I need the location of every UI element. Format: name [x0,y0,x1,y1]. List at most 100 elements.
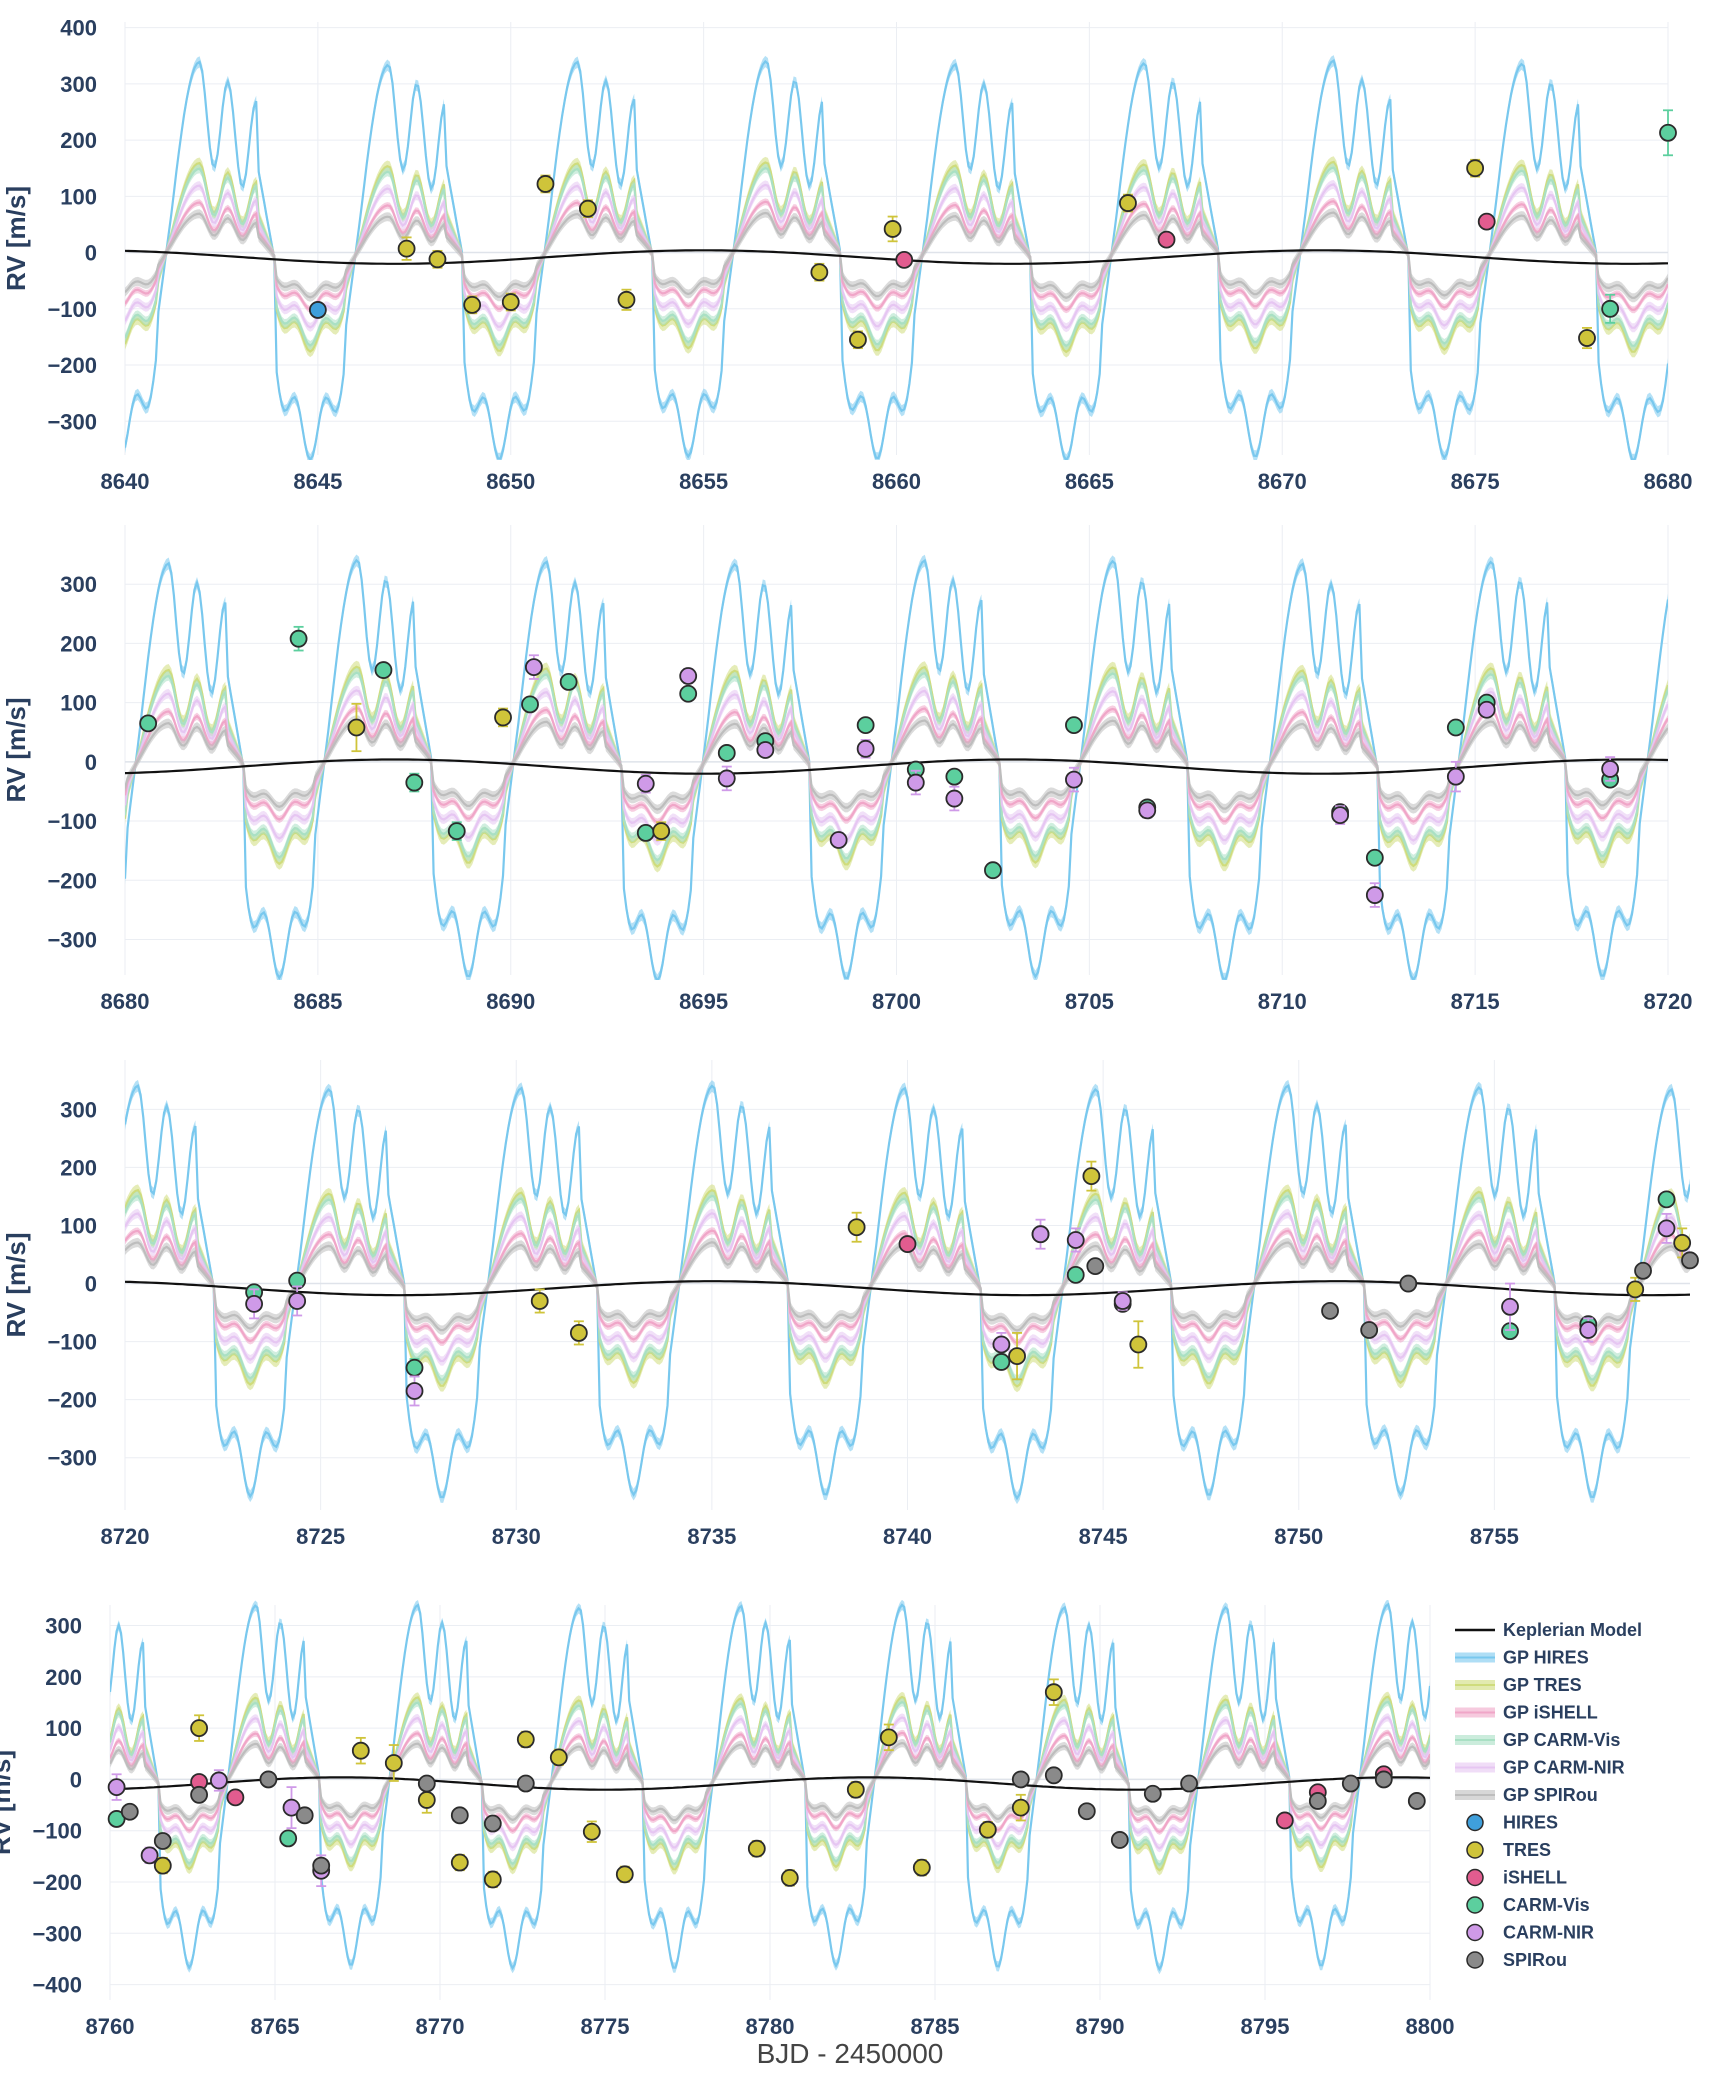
rv-point-tres [190,1719,209,1738]
legend-marker-swatch [1466,1896,1484,1914]
gp-mean-line [125,183,1668,330]
x-tick-label: 8680 [101,989,150,1014]
x-tick-label: 8765 [251,2014,300,2039]
rv-point-tres [849,330,867,349]
y-tick-label: −300 [32,1921,82,1946]
rv-point-tres [747,1839,766,1858]
rv-point-ishell [1157,230,1176,249]
rv-point-carm-nir [1065,770,1083,789]
rv-point-carm-nir [679,667,698,685]
rv-point-carm-nir [140,1846,159,1865]
rv-point-spirou [483,1814,502,1833]
gp-band [125,208,1668,303]
x-tick-label: 8690 [486,989,535,1014]
y-tick-label: 200 [60,631,97,656]
gp-mean-line [125,166,1668,348]
rv-point-tres [582,1822,601,1841]
x-tick-label: 8745 [1079,1524,1128,1549]
rv-point-spirou [190,1785,209,1804]
rv-point-carm-nir [1657,1219,1676,1238]
rv-point-carm-nir [245,1294,264,1313]
rv-point-carm-nir [992,1335,1011,1354]
rv-point-tres [347,718,366,737]
rv-point-spirou [1011,1770,1030,1789]
rv-point-tres [579,199,597,218]
rv-point-carm-vis [279,1829,298,1848]
rv-point-tres [617,290,636,309]
y-tick-label: −300 [47,927,97,952]
rv-point-tres [516,1730,535,1749]
x-tick-label: 8650 [486,469,535,494]
legend-item: GP CARM-Vis [1455,1730,1620,1750]
legend-item: TRES [1466,1840,1551,1860]
rv-point-tres [384,1754,403,1772]
x-tick-label: 8725 [296,1524,345,1549]
rv-point-carm-vis [1066,1265,1085,1284]
rv-point-carm-nir [856,739,875,758]
gp-mean-line [110,1731,1430,1834]
rv-point-carm-nir [1066,1231,1085,1249]
rv-point-spirou [1321,1301,1339,1320]
x-axis-title: BJD - 2450000 [757,2038,944,2069]
rv-point-carm-nir [1579,1321,1598,1339]
y-tick-label: −300 [47,409,97,434]
rv-point-carm-nir [282,1798,301,1817]
y-tick-label: −300 [47,1446,97,1471]
rv-point-tres [615,1865,634,1884]
rv-point-carm-nir [717,769,736,788]
rv-point-carm-nir [1365,886,1384,904]
y-tick-label: −200 [47,868,97,893]
x-tick-label: 8780 [746,2014,795,2039]
rv-point-spirou [1634,1261,1652,1280]
rv-point-carm-vis [405,1358,424,1377]
rv-point-tres [1011,1798,1030,1817]
legend-label: GP CARM-Vis [1503,1730,1620,1750]
y-tick-label: −200 [47,353,97,378]
x-tick-label: 8750 [1274,1524,1323,1549]
legend-label: GP CARM-NIR [1503,1758,1625,1778]
gp-mean-line [125,59,1668,460]
legend-marker-swatch [1466,1923,1484,1942]
y-tick-label: 300 [60,72,97,97]
rv-point-tres [463,295,482,314]
rv-point-carm-nir [524,658,543,677]
y-tick-label: 0 [85,241,97,266]
rv-point-carm-vis [679,684,698,703]
rv-point-ishell [898,1235,917,1253]
keplerian-model-line [110,1776,1430,1791]
y-axis-title: RV [m/s] [1,698,31,803]
x-tick-label: 8695 [679,989,728,1014]
rv-point-carm-vis [1659,123,1677,142]
rv-point-carm-vis [521,695,539,714]
x-tick-label: 8735 [687,1524,736,1549]
y-tick-label: −200 [32,1870,82,1895]
rv-point-tres [883,220,902,238]
x-tick-label: 8665 [1065,469,1114,494]
rv-point-spirou [1374,1770,1393,1789]
rv-point-spirou [1044,1766,1063,1785]
rv-point-tres [530,1292,549,1310]
rv-point-carm-vis [636,823,655,842]
rv-point-carm-vis [856,716,875,735]
rv-point-spirou [259,1770,278,1789]
gp-mean-line [125,718,1668,811]
x-tick-label: 8760 [86,2014,135,2039]
rv-point-spirou [295,1806,314,1825]
legend-item: HIRES [1466,1813,1558,1833]
y-tick-label: 100 [45,1716,82,1741]
rv-point-tres [1119,194,1137,212]
rv-point-tres [810,263,829,282]
rv-point-carm-vis [374,661,393,679]
keplerian-model-line [125,758,1668,775]
rv-point-spirou [1077,1802,1096,1821]
rv-point-tres [569,1324,588,1342]
legend-label: GP TRES [1503,1675,1582,1695]
x-tick-label: 8720 [101,1524,150,1549]
rv-point-carm-vis [992,1353,1011,1371]
rv-point-carm-nir [829,831,848,849]
rv-point-carm-nir [945,789,964,808]
y-tick-label: −100 [32,1819,82,1844]
x-tick-label: 8645 [293,469,342,494]
legend-item: GP CARM-NIR [1455,1758,1625,1778]
